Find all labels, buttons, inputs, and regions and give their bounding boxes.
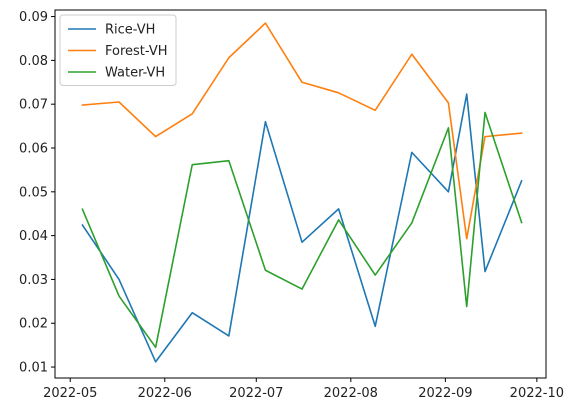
y-axis: 0.01 0.02 0.03 0.04 0.05 0.06 0.07 0.08 0.09: [19, 10, 55, 376]
x-axis: 2022-05 2022-06 2022-07 2022-08 2022-09 2022-…: [43, 378, 564, 401]
y-tick-label: 0.09: [19, 10, 48, 25]
y-tick-label: 0.02: [19, 317, 48, 332]
x-tick-label: 2022-10: [510, 386, 564, 401]
x-tick-label: 2022-05: [43, 386, 97, 401]
legend-box: [59, 14, 177, 86]
legend: Rice-VH Forest-VH Water-VH: [59, 14, 177, 86]
y-tick-label: 0.01: [19, 361, 48, 376]
y-tick-label: 0.03: [19, 273, 48, 288]
x-tick-label: 2022-06: [138, 386, 192, 401]
plot-frame: [54, 9, 547, 379]
y-tick-label: 0.06: [19, 142, 48, 157]
y-tick-label: 0.04: [19, 229, 48, 244]
series-line-water-vh: [81, 111, 523, 349]
x-tick-label: 2022-09: [418, 386, 472, 401]
series-layer: [81, 22, 523, 363]
legend-label: Rice-VH: [105, 23, 155, 38]
x-tick-label: 2022-08: [324, 386, 378, 401]
y-tick-label: 0.05: [19, 185, 48, 200]
legend-label: Water-VH: [105, 66, 165, 81]
series-line-forest-vh: [81, 22, 523, 240]
x-tick-label: 2022-07: [229, 386, 283, 401]
series-line-rice-vh: [81, 93, 523, 363]
y-tick-label: 0.07: [19, 98, 48, 113]
y-tick-label: 0.08: [19, 54, 48, 69]
legend-label: Forest-VH: [105, 44, 168, 59]
